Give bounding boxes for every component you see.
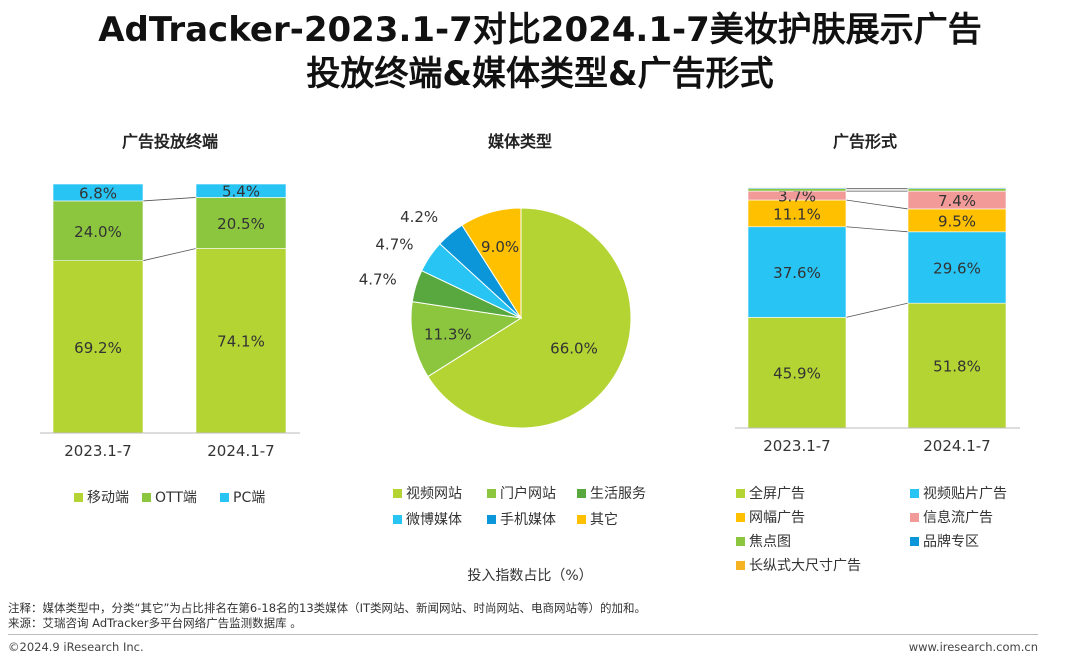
data-label: 29.6% (933, 259, 981, 277)
data-label: 11.3% (424, 325, 472, 343)
category-label: 2024.1-7 (923, 437, 990, 455)
data-label: 6.8% (79, 184, 117, 202)
page-title: AdTracker-2023.1-7对比2024.1-7美妆护肤展示广告 投放终… (0, 8, 1080, 96)
title-line-1: AdTracker-2023.1-7对比2024.1-7美妆护肤展示广告 (98, 10, 982, 50)
legend-label: 其它 (590, 511, 618, 528)
legend-swatch (393, 515, 402, 524)
legend-label: 移动端 (87, 490, 129, 506)
legend-swatch (736, 489, 745, 498)
data-label: 69.2% (74, 339, 122, 357)
legend-label: 网幅广告 (749, 510, 805, 526)
footer-copyright: ©2024.9 iResearch Inc. (8, 640, 144, 654)
data-label: 7.4% (938, 192, 976, 210)
legend-label: 门户网站 (500, 485, 556, 502)
pie-slice (427, 207, 632, 429)
bar-segment (907, 188, 1007, 192)
data-label: 11.1% (773, 205, 821, 223)
legend-label: 信息流广告 (923, 509, 993, 526)
legend-swatch (220, 493, 229, 502)
chart-title: 广告投放终端 (122, 132, 218, 151)
connector-line (142, 197, 197, 202)
legend-swatch (577, 515, 586, 524)
bar-segment (52, 183, 144, 202)
chart-title: 广告形式 (833, 132, 897, 151)
chart-title: 媒体类型 (488, 132, 552, 151)
ad-format-chart: 广告形式 45.9% 37.6% 11.1%3.7% 2023.1-7 51.8% 29.6… (735, 132, 1020, 574)
legend-swatch (577, 489, 586, 498)
bar-segment (747, 226, 847, 318)
legend-label: 长纵式大尺寸广告 (749, 558, 861, 574)
legend-label: 焦点图 (749, 534, 791, 550)
footnote-note: 注释：媒体类型中，分类“其它”为占比排名在第6-18名的13类媒体（IT类网站、… (8, 601, 647, 615)
bar-segment (907, 302, 1007, 429)
data-label: 4.7% (375, 235, 413, 253)
connector-line (142, 248, 197, 262)
legend-label: 视频网站 (406, 486, 462, 502)
connector-line (845, 226, 909, 233)
legend-swatch (910, 513, 919, 522)
legend-swatch (736, 537, 745, 546)
terminal-chart: 广告投放终端 69.2% 24.0% 6.8% 2023.1-7 74.1% 20.5% 5.… (40, 132, 300, 506)
legend-swatch (736, 513, 745, 522)
legend-swatch (487, 515, 496, 524)
data-label: 20.5% (217, 215, 265, 233)
legend-label: 生活服务 (590, 486, 646, 502)
bar-segment (747, 317, 847, 429)
legend-swatch (142, 493, 151, 502)
legend-label: 品牌专区 (923, 533, 979, 550)
legend-label: PC端 (233, 490, 265, 506)
legend-label: 手机媒体 (500, 512, 556, 528)
legend-swatch (74, 493, 83, 502)
pie-slice (410, 301, 523, 378)
bar-segment (52, 260, 144, 434)
bar-segment (195, 197, 287, 249)
category-label: 2023.1-7 (64, 442, 131, 460)
data-label: 3.7% (778, 188, 816, 206)
legend-label: 视频贴片广告 (923, 486, 1007, 502)
bar-segment (195, 183, 287, 198)
legend-swatch (393, 489, 402, 498)
data-label: 9.0% (481, 238, 519, 256)
bar-segment (907, 186, 1007, 189)
legend-swatch (910, 537, 919, 546)
center-caption: 投入指数占比（%） (467, 568, 592, 584)
media-type-chart: 媒体类型 66.0% 11.3% 4.7% 4.7% 4.2% 9.0% 视频网站 门户网站 生活… (359, 132, 646, 528)
bar-segment (52, 200, 144, 261)
category-label: 2023.1-7 (763, 437, 830, 455)
data-label: 4.7% (359, 270, 397, 288)
data-label: 4.2% (400, 208, 438, 226)
footer-website: www.iresearch.com.cn (908, 640, 1038, 654)
data-label: 5.4% (222, 183, 260, 201)
data-label: 37.6% (773, 264, 821, 282)
title-line-2: 投放终端&媒体类型&广告形式 (306, 54, 774, 94)
data-label: 66.0% (550, 339, 598, 357)
legend-swatch (487, 489, 496, 498)
connector-line (845, 302, 909, 318)
connector-line (845, 199, 909, 210)
bar-segment (747, 188, 847, 192)
pie-slice (461, 207, 522, 320)
legend-swatch (736, 561, 745, 570)
legend-label: 全屏广告 (749, 485, 805, 502)
legend-label: 微博媒体 (406, 511, 462, 528)
bar-segment (907, 231, 1007, 304)
data-label: 24.0% (74, 223, 122, 241)
legend-label: OTT端 (155, 490, 197, 506)
legend-swatch (910, 489, 919, 498)
footnote-source: 来源：艾瑞咨询 AdTracker多平台网络广告监测数据库 。 (8, 616, 302, 630)
footer-divider (8, 634, 1038, 635)
category-label: 2024.1-7 (207, 442, 274, 460)
bar-segment (747, 186, 847, 189)
data-label: 51.8% (933, 358, 981, 376)
data-label: 9.5% (938, 212, 976, 230)
data-label: 45.9% (773, 365, 821, 383)
bar-segment (747, 199, 847, 228)
data-label: 74.1% (217, 333, 265, 351)
